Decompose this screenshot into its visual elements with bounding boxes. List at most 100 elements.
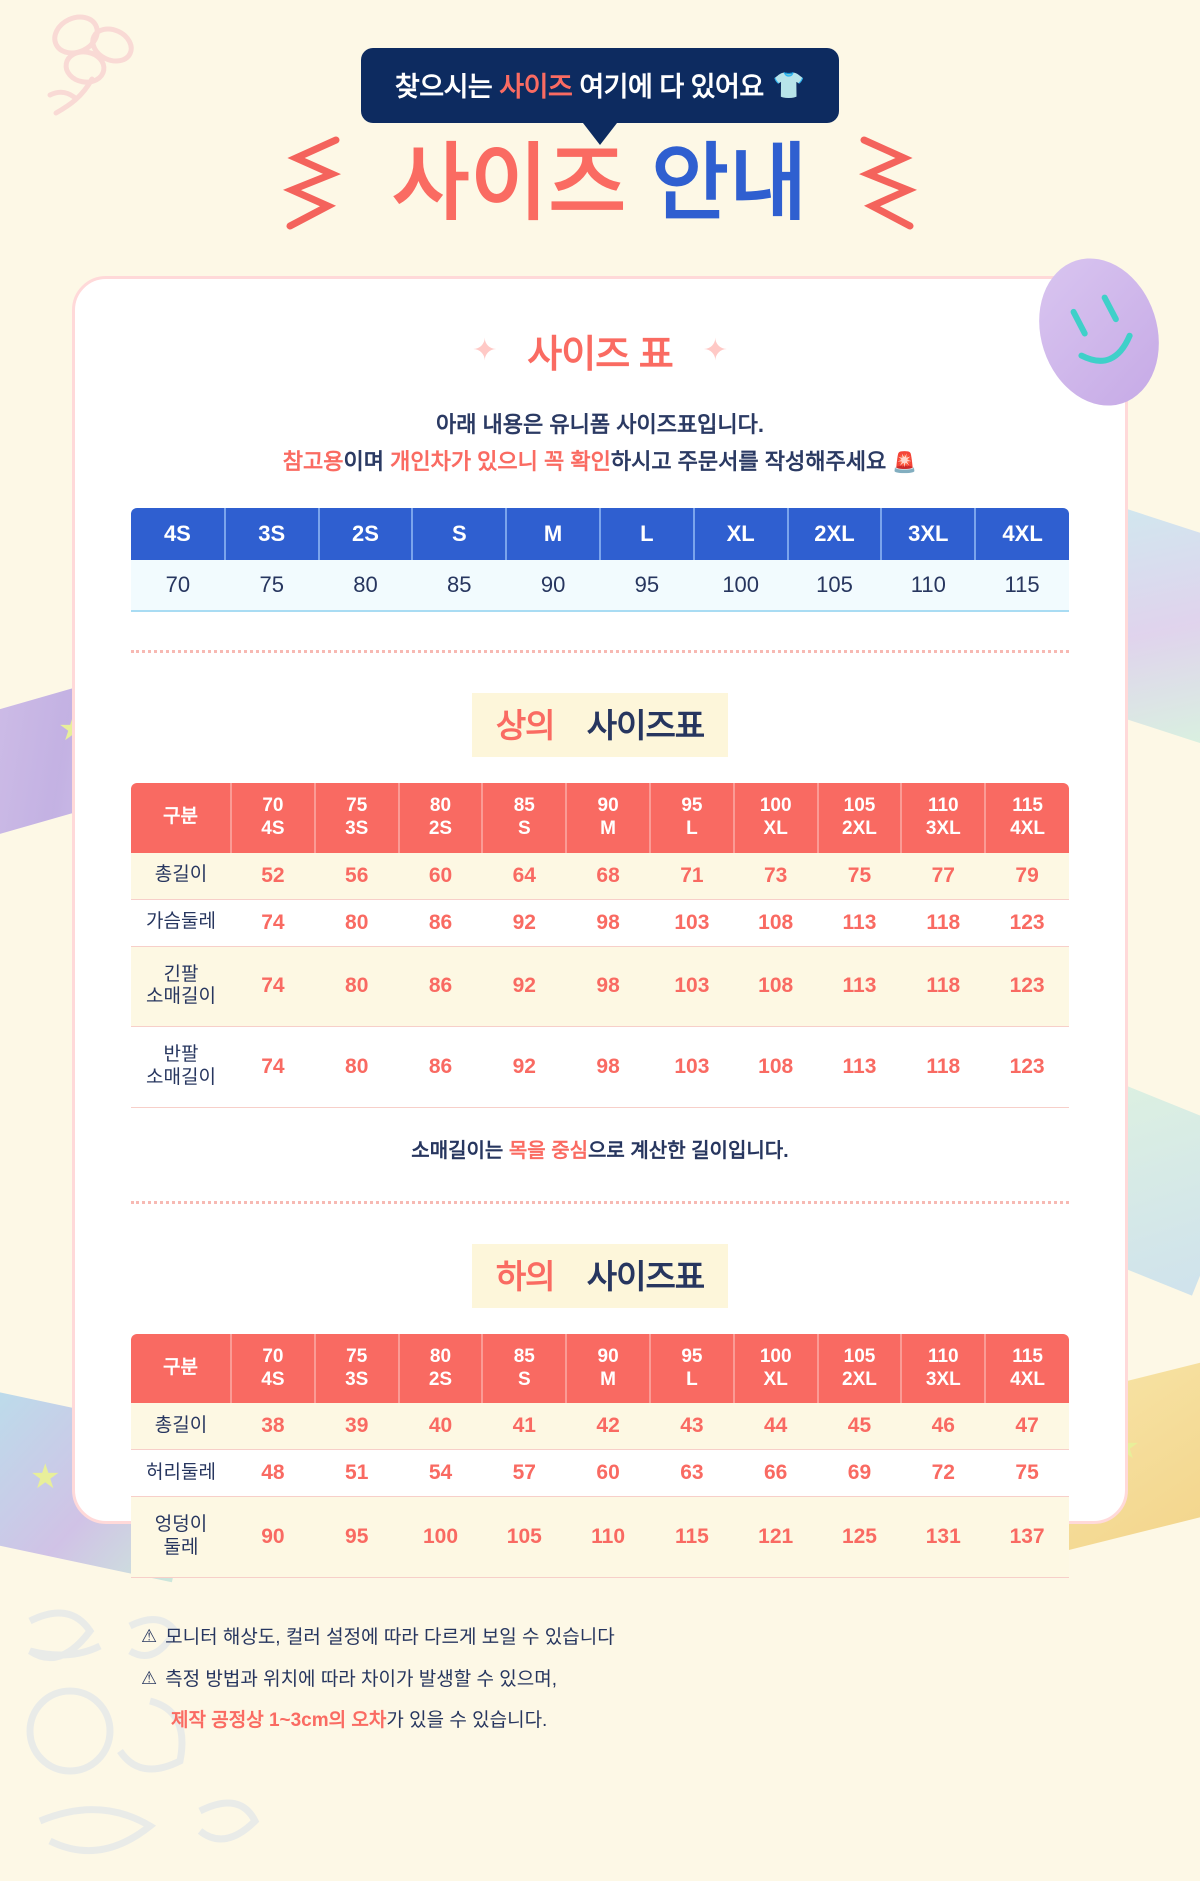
smiley-face-icon	[1070, 294, 1133, 364]
warning-icon: ⚠	[141, 1625, 158, 1646]
top-value-cell: 92	[482, 899, 567, 947]
size-reference-header-cell: 3S	[223, 508, 319, 560]
banner-text-after: 여기에 다 있어요	[572, 72, 764, 102]
star-icon: ★	[30, 1458, 61, 1496]
bottom-table-heading: 하의 사이즈표	[131, 1243, 1069, 1308]
top-value-cell: 123	[985, 1026, 1069, 1108]
top-value-cell: 74	[231, 899, 315, 947]
size-reference-value-cell: 85	[412, 560, 507, 612]
section-title: 사이즈 표	[527, 334, 673, 376]
warning-block: ⚠ 모니터 해상도, 컬러 설정에 따라 다르게 보일 수 있습니다 ⚠ 측정 …	[131, 1624, 1069, 1735]
size-reference-header-cell: S	[411, 508, 507, 560]
size-reference-header-cell: 2S	[317, 508, 413, 560]
bottom-value-cell: 47	[985, 1403, 1069, 1451]
top-value-cell: 80	[314, 899, 399, 947]
banner-text-before: 찾으시는	[394, 72, 500, 102]
top-table-body: 총길이 52 56 60 64 68 71 73 75 77 79 가슴둘레 74 80 86 92 98 103…	[131, 852, 1069, 1108]
top-value-cell: 74	[231, 946, 315, 1028]
top-table-row: 가슴둘레 74 80 86 92 98 103 108 113 118 123	[131, 899, 1069, 947]
top-value-cell: 60	[398, 852, 483, 900]
size-reference-header-cell: 2XL	[786, 508, 882, 560]
bottom-row-label: 허리둘레	[131, 1449, 231, 1498]
bottom-value-cell: 66	[733, 1449, 818, 1498]
top-table-row: 반팔 소매길이 74 80 86 92 98 103 108 113 118 123	[131, 1026, 1069, 1108]
title-red: 사이즈	[392, 135, 627, 230]
description-block: 아래 내용은 유니폼 사이즈표입니다. 참고용이며 개인차가 있으니 꼭 확인하…	[131, 408, 1069, 478]
top-value-cell: 103	[649, 1026, 734, 1108]
bottom-size-table: 구분 70 4S 75 3S 80 2S 85 S 90 M 95 L 100 XL 105 2XL 110 3XL…	[131, 1333, 1069, 1578]
bottom-value-cell: 60	[566, 1449, 650, 1498]
top-size-header-cell: 75 3S	[313, 783, 399, 853]
sleeve-note: 소매길이는 목을 중심으로 계산한 길이입니다.	[131, 1134, 1069, 1163]
top-value-cell: 77	[901, 852, 986, 900]
sleeve-note-highlight: 목을 중심	[508, 1139, 589, 1162]
squiggle-left-icon	[283, 136, 342, 230]
size-reference-value-cell: 95	[599, 560, 694, 612]
top-table-header-row: 구분 70 4S 75 3S 80 2S 85 S 90 M 95 L 100 XL 105 2XL 110 3XL…	[131, 783, 1069, 853]
top-value-cell: 118	[901, 1026, 986, 1108]
top-value-cell: 108	[733, 899, 818, 947]
warning-highlight: 제작 공정상 1~3cm의 오차	[171, 1710, 387, 1732]
top-value-cell: 74	[231, 1026, 315, 1108]
top-row-label: 반팔 소매길이	[131, 1026, 231, 1108]
size-reference-header-cell: L	[598, 508, 694, 560]
size-reference-table: 4S 3S 2S S M L XL 2XL 3XL 4XL 70 75 80 85 90 95 100 105 1…	[131, 508, 1069, 612]
top-table-row: 총길이 52 56 60 64 68 71 73 75 77 79	[131, 852, 1069, 900]
description-line-1: 아래 내용은 유니폼 사이즈표입니다.	[435, 412, 765, 437]
size-guide-card: ✦ 사이즈 표 ✦ 아래 내용은 유니폼 사이즈표입니다. 참고용이며 개인차가…	[72, 242, 1178, 1731]
top-value-cell: 108	[733, 946, 818, 1028]
top-value-cell: 108	[733, 1026, 818, 1108]
description-hl-2: 개인차가 있으니 꼭 확인	[390, 449, 611, 474]
bottom-value-cell: 40	[398, 1403, 483, 1451]
bottom-size-header-cell: 80 2S	[397, 1333, 483, 1404]
warning-line-2: ⚠ 측정 방법과 위치에 따라 차이가 발생할 수 있으며,	[141, 1666, 1069, 1694]
bottom-size-header-cell: 105 2XL	[816, 1333, 902, 1404]
bottom-value-cell: 105	[482, 1496, 567, 1578]
top-size-header-cell: 85 S	[481, 783, 567, 853]
bottom-size-header-cell: 95 L	[648, 1333, 734, 1404]
top-size-header-cell: 115 4XL	[984, 783, 1069, 853]
top-value-cell: 113	[817, 946, 902, 1028]
bottom-value-cell: 131	[901, 1496, 986, 1578]
top-size-header-cell: 95 L	[648, 783, 734, 853]
size-reference-header-cell: 4XL	[974, 508, 1069, 560]
bottom-value-cell: 57	[482, 1449, 567, 1498]
bottom-value-cell: 42	[566, 1403, 650, 1451]
size-reference-value-cell: 90	[506, 560, 600, 612]
warning-icon: ⚠	[141, 1667, 158, 1688]
top-value-cell: 123	[985, 899, 1069, 947]
bottom-label-header: 구분	[131, 1333, 231, 1404]
size-reference-header-cell: XL	[692, 508, 788, 560]
top-value-cell: 68	[566, 852, 650, 900]
sparkle-left-icon: ✦	[472, 333, 498, 367]
top-value-cell: 80	[314, 1026, 399, 1108]
top-table-heading: 상의 사이즈표	[131, 693, 1069, 757]
size-reference-value-cell: 80	[318, 560, 413, 612]
bottom-heading-red: 하의	[483, 1246, 567, 1303]
top-size-header-cell: 100 XL	[732, 783, 818, 853]
top-value-cell: 103	[649, 899, 734, 947]
top-value-cell: 113	[817, 899, 902, 947]
bottom-value-cell: 48	[231, 1449, 315, 1498]
bottom-value-cell: 44	[733, 1403, 818, 1451]
size-reference-header-cell: 4S	[131, 508, 225, 560]
top-row-label: 가슴둘레	[131, 899, 231, 947]
bottom-size-header-cell: 85 S	[481, 1333, 567, 1404]
sparkle-right-icon: ✦	[702, 333, 728, 367]
size-reference-value-row: 70 75 80 85 90 95 100 105 110 115	[131, 560, 1069, 612]
top-value-cell: 98	[566, 899, 650, 947]
bottom-size-header-cell: 70 4S	[230, 1333, 315, 1404]
top-size-header-cell: 110 3XL	[900, 783, 986, 853]
bottom-row-label: 엉덩이 둘레	[131, 1496, 231, 1578]
bottom-value-cell: 51	[314, 1449, 399, 1498]
bottom-value-cell: 41	[482, 1403, 567, 1451]
top-size-header-cell: 80 2S	[397, 783, 483, 853]
warning-line-3: 제작 공정상 1~3cm의 오차가 있을 수 있습니다.	[171, 1707, 1069, 1735]
warning-text-3: 가 있을 수 있습니다.	[386, 1710, 548, 1732]
top-value-cell: 98	[566, 946, 650, 1028]
bottom-heading-navy: 사이즈표	[574, 1246, 717, 1303]
warning-line-1: ⚠ 모니터 해상도, 컬러 설정에 따라 다르게 보일 수 있습니다	[141, 1624, 1069, 1652]
bottom-value-cell: 125	[817, 1496, 902, 1578]
bottom-value-cell: 45	[817, 1403, 902, 1451]
top-table-row: 긴팔 소매길이 74 80 86 92 98 103 108 113 118 123	[131, 946, 1069, 1028]
